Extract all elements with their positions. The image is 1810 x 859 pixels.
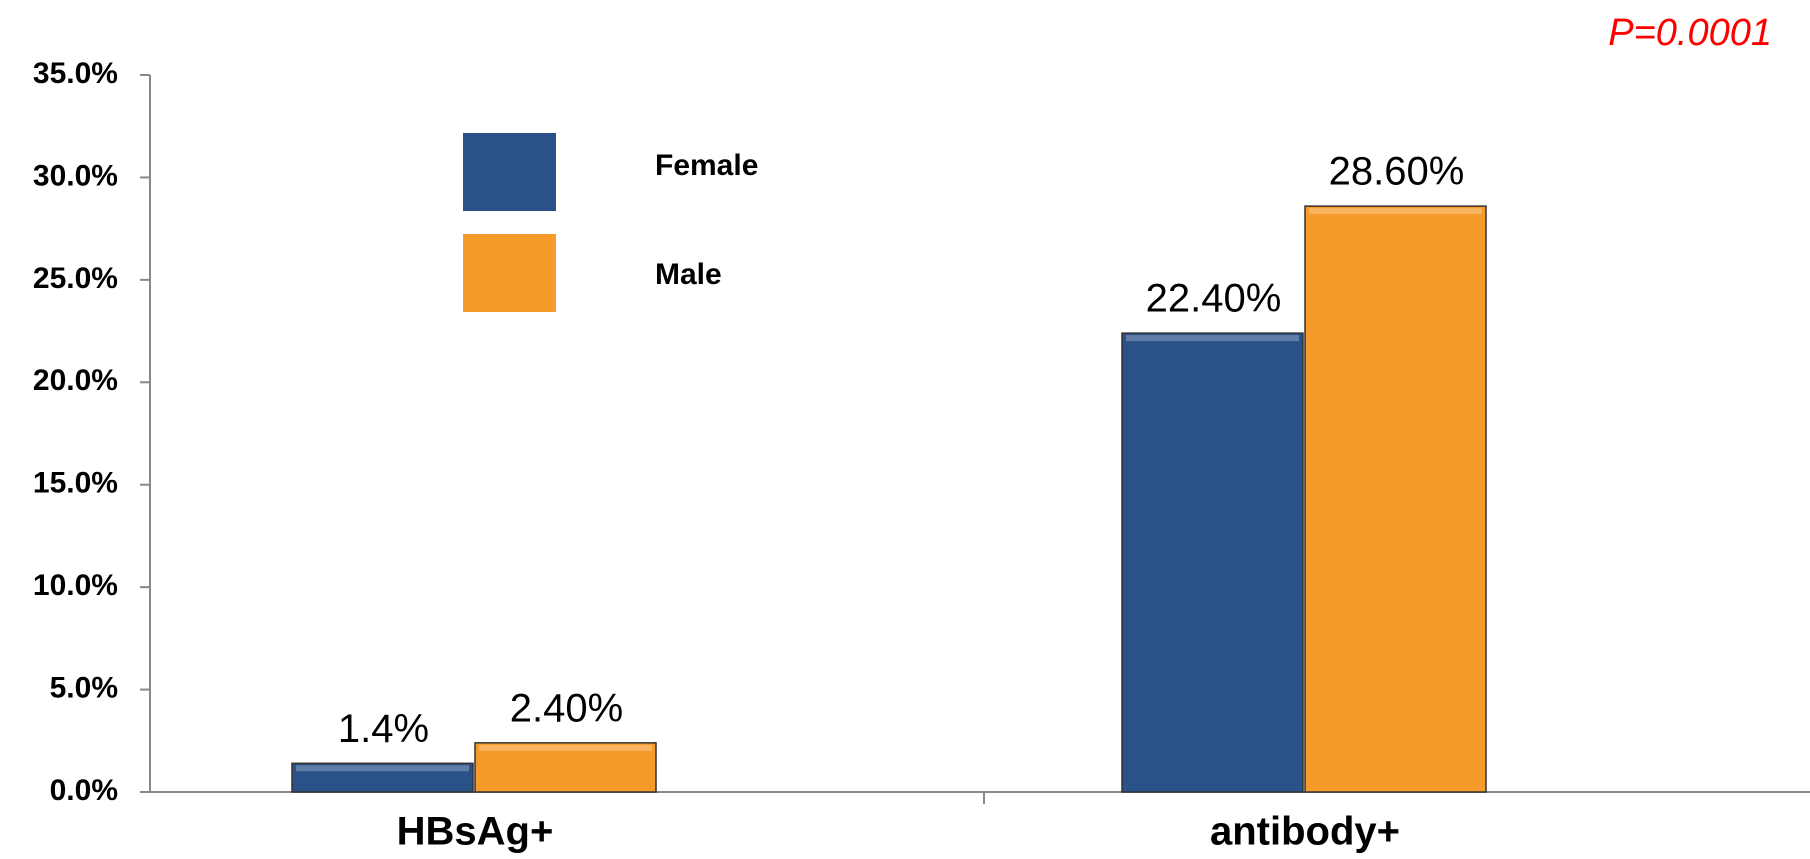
x-tick-label: HBsAg+ [397,810,554,854]
y-tick-label: 10.0% [33,569,118,602]
data-label: 2.40% [510,686,623,730]
data-label: 1.4% [338,707,429,751]
data-label: 28.60% [1329,150,1465,194]
bar-highlight [1126,335,1299,342]
y-tick-label: 0.0% [50,774,118,807]
bar-highlight [1309,208,1482,215]
annotation: P=0.0001 [1608,12,1772,54]
legend-label: Male [655,258,722,291]
bar-highlight [296,765,469,772]
legend-swatch [463,234,556,312]
y-tick-label: 35.0% [33,57,118,90]
legend-swatch [463,133,556,211]
x-tick-label: antibody+ [1210,810,1400,854]
bar-highlight [479,744,652,751]
y-tick-label: 5.0% [50,671,118,704]
y-tick-label: 25.0% [33,262,118,295]
data-label: 22.40% [1146,277,1282,321]
y-tick-label: 15.0% [33,467,118,500]
bar [1121,332,1304,793]
bar [474,742,657,793]
y-tick-label: 20.0% [33,364,118,397]
bar [1304,205,1487,793]
legend-label: Female [655,149,758,182]
y-tick-label: 30.0% [33,159,118,192]
bar [291,762,474,793]
